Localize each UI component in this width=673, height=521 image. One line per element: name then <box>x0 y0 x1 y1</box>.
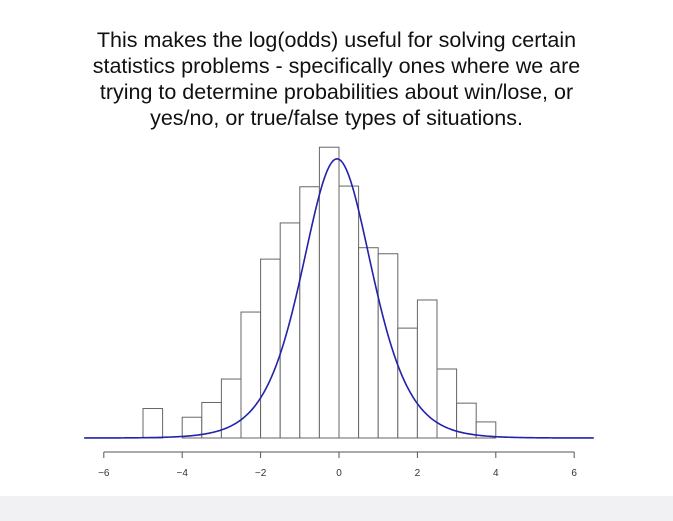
slide-text-line: yes/no, or true/false types of situation… <box>150 106 523 130</box>
histogram-bar <box>475 421 497 439</box>
x-tick-label: 6 <box>571 468 577 479</box>
histogram-chart: −6 −4 −2 0 2 4 6 <box>84 146 594 479</box>
x-tick-label: −4 <box>176 468 188 479</box>
x-tick-label: 0 <box>336 468 342 479</box>
x-tick-label: −2 <box>255 468 267 479</box>
histogram-bar <box>397 327 418 439</box>
x-tick-label: 4 <box>493 468 499 479</box>
histogram-bars <box>142 146 497 439</box>
slide-text-line: statistics problems - specifically ones … <box>92 54 581 78</box>
x-axis: −6 −4 −2 0 2 4 6 <box>98 451 577 479</box>
histogram-bar <box>318 146 340 439</box>
histogram-bar <box>260 258 281 439</box>
histogram-bar <box>358 247 379 439</box>
histogram-bar <box>377 253 399 439</box>
x-tick-label: −6 <box>98 468 110 479</box>
slide-text: This makes the log(odds) useful for solv… <box>0 27 673 131</box>
slide-text-line: This makes the log(odds) useful for solv… <box>96 28 577 52</box>
histogram-bar <box>299 186 320 439</box>
histogram-bar <box>142 408 164 439</box>
slide-text-line: trying to determine probabilities about … <box>99 80 574 104</box>
bottom-strip <box>0 496 673 521</box>
density-curve <box>84 158 594 439</box>
histogram-bar <box>279 222 301 439</box>
histogram-bar <box>338 185 360 439</box>
x-tick-label: 2 <box>415 468 421 479</box>
histogram-bar <box>456 402 477 439</box>
histogram-bar <box>240 311 262 439</box>
histogram-bar <box>416 299 438 439</box>
